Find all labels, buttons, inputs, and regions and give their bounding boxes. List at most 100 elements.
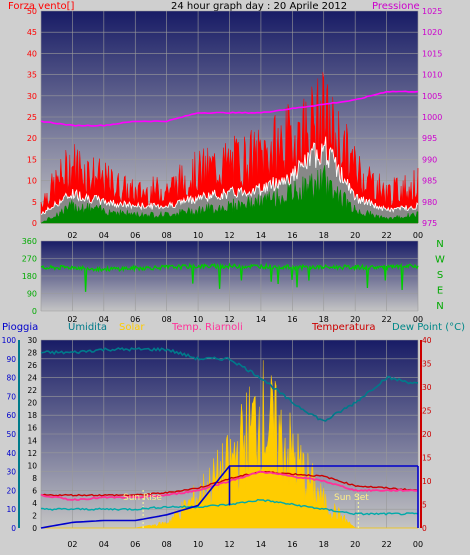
top-series bbox=[40, 72, 419, 224]
wind-direction-axis: 360 270 180 90 0 bbox=[22, 237, 37, 316]
pressure-tick-label: 1015 bbox=[422, 49, 442, 58]
humidity-tick-label: 14 bbox=[27, 436, 37, 445]
rain-tick-label: 60 bbox=[6, 411, 16, 420]
time-tick-label: 14 bbox=[256, 540, 266, 549]
time-tick-label: 20 bbox=[350, 540, 360, 549]
humidity-axis-bar bbox=[18, 340, 20, 528]
humidity-series bbox=[40, 346, 418, 422]
time-tick-label: 02 bbox=[67, 231, 77, 240]
time-tick-label: 10 bbox=[193, 231, 203, 240]
temperature-tick-label: 20 bbox=[422, 430, 432, 439]
time-tick-label: 18 bbox=[319, 315, 329, 324]
legend-dew-point: Dew Point (°C) bbox=[392, 322, 465, 333]
pressure-tick-label: 990 bbox=[422, 155, 437, 164]
legend-temperature: Temperatura bbox=[311, 322, 376, 333]
rain-tick-label: 40 bbox=[6, 449, 16, 458]
sunrise-label: Sun Rise bbox=[123, 493, 162, 503]
rain-tick-label: 70 bbox=[6, 392, 16, 401]
pressure-tick-label: 980 bbox=[422, 198, 437, 207]
time-tick-label: 06 bbox=[130, 315, 140, 324]
time-tick-label: 08 bbox=[162, 231, 172, 240]
humidity-tick-label: 26 bbox=[27, 361, 37, 370]
pressure-tick-label: 1005 bbox=[422, 92, 442, 101]
pressure-axis-title: Pressione bbox=[372, 1, 420, 12]
temperature-tick-label: 10 bbox=[422, 477, 432, 486]
time-tick-label: 00 bbox=[413, 315, 423, 324]
wind-min-series bbox=[40, 165, 419, 224]
humidity-tick-label: 24 bbox=[27, 374, 37, 383]
humidity-tick-label: 8 bbox=[32, 474, 37, 483]
humidity-tick-label: 28 bbox=[27, 349, 37, 358]
legend-humidity: Umidita bbox=[68, 322, 107, 333]
time-tick-label: 20 bbox=[350, 315, 360, 324]
time-tick-label: 10 bbox=[193, 315, 203, 324]
time-tick-label: 00 bbox=[413, 540, 423, 549]
top-time-axis: 02 04 06 08 10 12 14 16 18 20 22 00 bbox=[67, 231, 423, 240]
wind-direction-series bbox=[40, 262, 419, 292]
humidity-tick-label: 10 bbox=[27, 461, 37, 470]
humidity-tick-label: 22 bbox=[27, 386, 37, 395]
humidity-tick-label: 6 bbox=[32, 486, 37, 495]
temperature-tick-label: 35 bbox=[422, 360, 432, 369]
humidity-tick-label: 30 bbox=[27, 336, 37, 345]
rain-tick-label: 100 bbox=[2, 336, 17, 345]
wind-average-series bbox=[40, 136, 419, 215]
time-tick-label: 02 bbox=[67, 315, 77, 324]
humidity-tick-label: 4 bbox=[32, 499, 37, 508]
humidity-tick-label: 20 bbox=[27, 399, 37, 408]
rain-tick-label: 30 bbox=[6, 468, 16, 477]
compass-label: N bbox=[436, 301, 443, 312]
wind-tick-label: 10 bbox=[27, 177, 37, 186]
rain-tick-label: 0 bbox=[11, 524, 16, 533]
compass-label: N bbox=[436, 239, 443, 250]
legend-solar: Solar bbox=[119, 322, 145, 333]
wind-tick-label: 40 bbox=[27, 49, 37, 58]
pressure-axis: 1025 1020 1015 1010 1005 1000 995 990 985 980 975 bbox=[422, 7, 442, 228]
time-tick-label: 12 bbox=[224, 231, 234, 240]
direction-tick-label: 90 bbox=[27, 290, 37, 299]
time-tick-label: 18 bbox=[319, 540, 329, 549]
time-tick-label: 06 bbox=[130, 231, 140, 240]
time-tick-label: 12 bbox=[224, 540, 234, 549]
sunset-label: Sun Set bbox=[334, 493, 369, 503]
pressure-tick-label: 985 bbox=[422, 177, 437, 186]
legend-rain: Pioggia bbox=[2, 322, 38, 333]
compass-label: S bbox=[437, 270, 443, 281]
time-tick-label: 20 bbox=[350, 231, 360, 240]
time-tick-label: 04 bbox=[99, 231, 109, 240]
bottom-series bbox=[40, 346, 419, 529]
wind-tick-label: 50 bbox=[27, 7, 37, 16]
time-tick-label: 06 bbox=[130, 540, 140, 549]
temperature-tick-label: 25 bbox=[422, 407, 432, 416]
pressure-tick-label: 995 bbox=[422, 134, 437, 143]
bottom-time-axis: 02 04 06 08 10 12 14 16 18 20 22 00 bbox=[67, 540, 423, 549]
pressure-series bbox=[40, 90, 419, 127]
time-tick-label: 16 bbox=[287, 540, 297, 549]
temperature-tick-label: 5 bbox=[422, 501, 427, 510]
wind-tick-label: 20 bbox=[27, 134, 37, 143]
humidity-tick-label: 2 bbox=[32, 511, 37, 520]
wind-tick-label: 0 bbox=[32, 219, 37, 228]
direction-tick-label: 360 bbox=[22, 237, 37, 246]
compass-label: E bbox=[437, 286, 443, 297]
time-tick-label: 22 bbox=[381, 540, 391, 549]
mid-time-axis: 02 04 06 08 10 12 14 16 18 20 22 00 bbox=[67, 315, 423, 324]
time-tick-label: 02 bbox=[67, 540, 77, 549]
temperature-tick-label: 0 bbox=[422, 524, 427, 533]
pressure-tick-label: 1010 bbox=[422, 71, 442, 80]
pressure-tick-label: 1025 bbox=[422, 7, 442, 16]
temperature-axis: 40 35 30 25 20 15 10 5 0 bbox=[422, 336, 432, 533]
time-tick-label: 08 bbox=[162, 315, 172, 324]
temperature-tick-label: 40 bbox=[422, 336, 432, 345]
wind-tick-label: 25 bbox=[27, 113, 37, 122]
temperature-tick-label: 30 bbox=[422, 383, 432, 392]
rain-tick-label: 80 bbox=[6, 374, 16, 383]
direction-tick-label: 180 bbox=[22, 272, 37, 281]
wind-direction-line bbox=[40, 262, 419, 292]
rain-tick-label: 50 bbox=[6, 430, 16, 439]
